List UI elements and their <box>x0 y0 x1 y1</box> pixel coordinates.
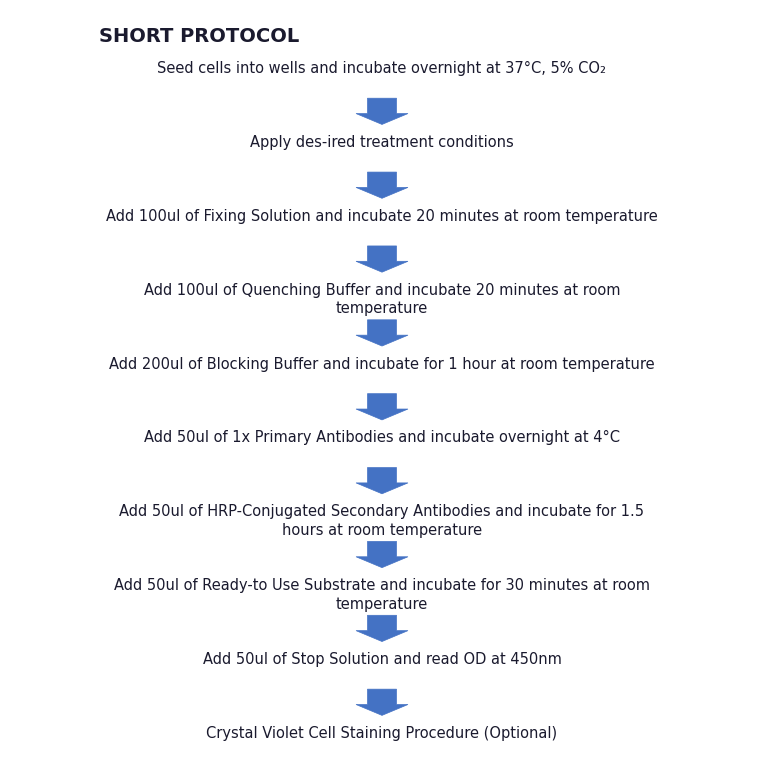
Polygon shape <box>356 246 408 272</box>
Polygon shape <box>356 99 408 125</box>
Text: Add 50ul of Ready-to Use Substrate and incubate for 30 minutes at room
temperatu: Add 50ul of Ready-to Use Substrate and i… <box>114 578 650 612</box>
Text: Add 100ul of Quenching Buffer and incubate 20 minutes at room
temperature: Add 100ul of Quenching Buffer and incuba… <box>144 283 620 316</box>
Polygon shape <box>356 615 408 642</box>
Polygon shape <box>356 468 408 494</box>
Text: Add 50ul of HRP-Conjugated Secondary Antibodies and incubate for 1.5
hours at ro: Add 50ul of HRP-Conjugated Secondary Ant… <box>119 504 645 538</box>
Polygon shape <box>356 689 408 715</box>
Text: Apply des­ired treatment conditions: Apply des­ired treatment conditions <box>250 135 514 150</box>
Text: Add 200ul of Blocking Buffer and incubate for 1 hour at room temperature: Add 200ul of Blocking Buffer and incubat… <box>109 357 655 371</box>
Text: Add 100ul of Fixing Solution and incubate 20 minutes at room temperature: Add 100ul of Fixing Solution and incubat… <box>106 209 658 224</box>
Text: Seed cells into wells and incubate overnight at 37°C, 5% CO₂: Seed cells into wells and incubate overn… <box>157 61 607 76</box>
Text: SHORT PROTOCOL: SHORT PROTOCOL <box>99 27 299 46</box>
Text: Add 50ul of Stop Solution and read OD at 450nm: Add 50ul of Stop Solution and read OD at… <box>202 652 562 667</box>
Text: Crystal Violet Cell Staining Procedure (Optional): Crystal Violet Cell Staining Procedure (… <box>206 726 558 741</box>
Text: Add 50ul of 1x Primary Antibodies and incubate overnight at 4°C: Add 50ul of 1x Primary Antibodies and in… <box>144 430 620 445</box>
Polygon shape <box>356 393 408 420</box>
Polygon shape <box>356 542 408 568</box>
Polygon shape <box>356 172 408 199</box>
Polygon shape <box>356 320 408 346</box>
